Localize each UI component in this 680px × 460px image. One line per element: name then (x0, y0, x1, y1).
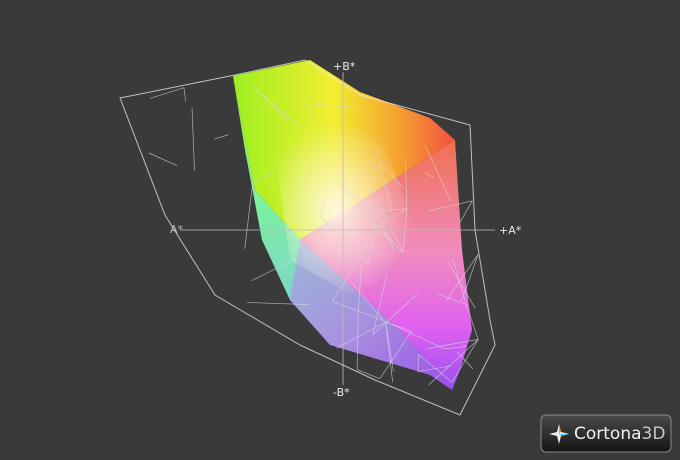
wire-edge (252, 171, 276, 183)
wire-edge (357, 369, 380, 380)
logo-frame (540, 414, 672, 453)
wire-edge (357, 242, 369, 246)
wire-edge (331, 245, 369, 302)
wire-edge (418, 353, 453, 383)
wire-edge (445, 254, 479, 301)
axis-label: -B* (333, 386, 350, 399)
wire-edge (459, 200, 473, 223)
logo-text: Cortona3D (574, 424, 665, 444)
wire-edge (320, 217, 369, 264)
wire-edge (385, 321, 394, 383)
wire-edge (339, 184, 378, 215)
wire-edge (436, 293, 467, 305)
wire-edge (191, 107, 195, 171)
logo-icon (549, 424, 569, 444)
wire-edge (246, 302, 310, 305)
axis-label: +B* (333, 60, 356, 73)
wire-edge (366, 144, 379, 213)
axis-label: A* (170, 223, 184, 236)
logo[interactable]: Cortona3D (540, 414, 672, 453)
wire-edge (378, 204, 404, 253)
wire-edge (465, 304, 479, 340)
wire-edge (253, 87, 288, 120)
axis-label: +A* (499, 224, 522, 237)
wire-edge (336, 321, 386, 349)
gamut-solid (233, 60, 472, 390)
wire-edge (372, 274, 388, 335)
wire-edge (378, 161, 393, 211)
wire-edge (424, 172, 435, 179)
wire-edge (149, 87, 185, 99)
wire-edge (428, 339, 479, 386)
logo-name: Cortona (574, 424, 642, 444)
wire-edge (424, 144, 452, 202)
wire-edge (356, 312, 359, 370)
wire-edge (305, 102, 362, 109)
wire-edge (463, 343, 467, 347)
wire-edge (328, 197, 383, 231)
wire-edge (417, 365, 452, 372)
wire-edge (383, 320, 445, 350)
wire-edge (320, 197, 325, 218)
wire-edge (372, 293, 418, 336)
wire-edge (460, 254, 479, 302)
wire-edge (379, 331, 412, 379)
wire-edge (148, 152, 178, 166)
wire-edge (361, 208, 407, 213)
wire-edge (405, 157, 408, 209)
axes (180, 72, 495, 385)
logo-suffix: 3D (642, 424, 666, 444)
wireframe (119, 59, 496, 416)
wire-edge (213, 134, 229, 140)
wire-edge (378, 161, 405, 189)
wire-edge (444, 346, 466, 350)
wire-edge (402, 208, 408, 253)
wire-edge (244, 182, 254, 249)
wire-edge (367, 204, 380, 264)
wire-edge (253, 87, 301, 127)
wire-edge (377, 213, 394, 250)
wire-edge (362, 212, 377, 227)
wire-edge (446, 259, 476, 309)
wire-edge (183, 87, 187, 102)
wire-edge (357, 264, 362, 313)
wire-edge (456, 351, 474, 370)
wire-edge (331, 300, 384, 321)
wire-edge (305, 103, 314, 119)
wire-edge (428, 200, 473, 212)
wire-edge (427, 339, 479, 349)
wire-edge (251, 258, 297, 281)
wire-edge (352, 283, 384, 321)
